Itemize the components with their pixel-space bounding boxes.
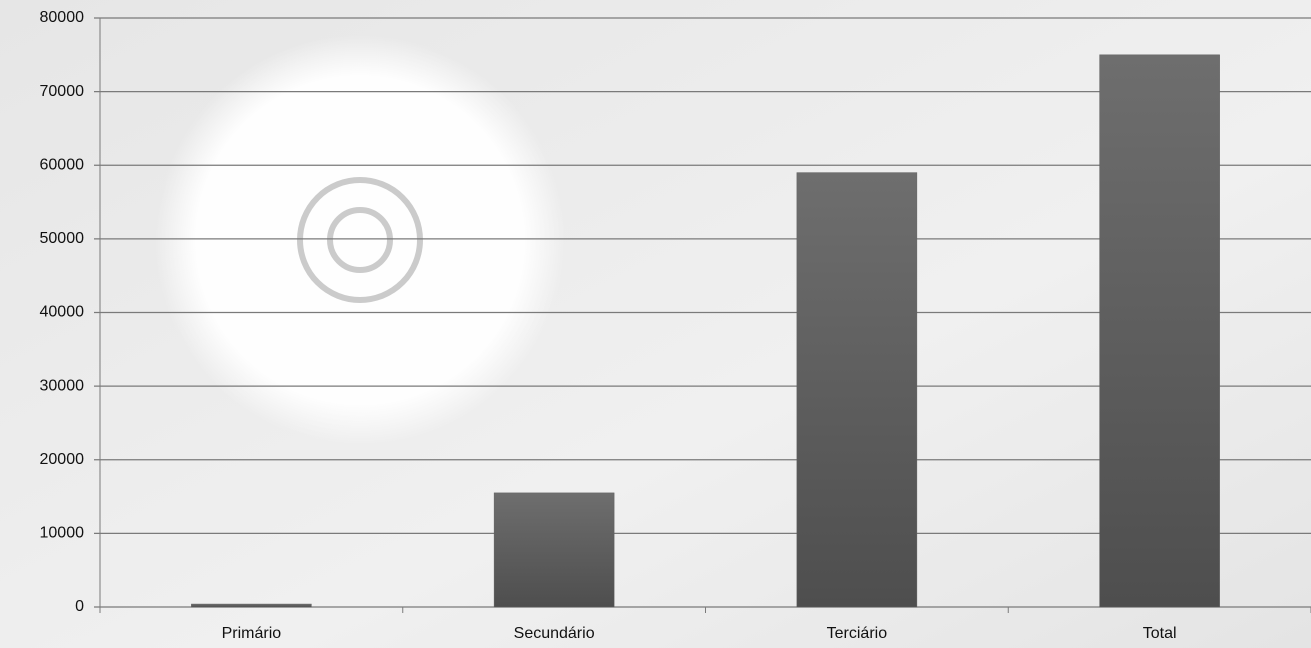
y-tick-label: 30000 bbox=[40, 377, 85, 394]
y-tick-label: 70000 bbox=[40, 83, 85, 100]
bar bbox=[796, 172, 918, 608]
y-tick-label: 10000 bbox=[40, 525, 85, 542]
y-tick-label: 50000 bbox=[40, 230, 85, 247]
y-tick-label: 80000 bbox=[40, 9, 85, 26]
workers-illustration bbox=[155, 35, 565, 445]
y-tick-label: 60000 bbox=[40, 156, 85, 173]
bar bbox=[191, 603, 312, 608]
x-tick-label: Terciário bbox=[827, 625, 888, 642]
illustration-spiral bbox=[297, 177, 423, 303]
y-tick-label: 40000 bbox=[40, 304, 85, 321]
y-tick-label: 0 bbox=[75, 598, 84, 615]
bar bbox=[1099, 54, 1220, 608]
bar bbox=[493, 492, 615, 608]
x-tick-label: Total bbox=[1143, 625, 1177, 642]
y-tick-label: 20000 bbox=[40, 451, 85, 468]
x-tick-label: Secundário bbox=[514, 625, 595, 642]
x-tick-label: Primário bbox=[222, 625, 282, 642]
